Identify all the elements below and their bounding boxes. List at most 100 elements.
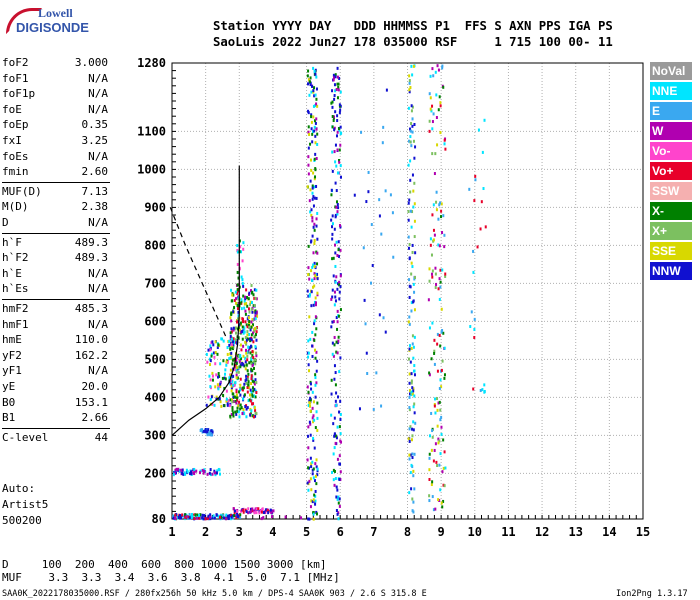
echo-dot xyxy=(180,516,183,520)
echo-dot xyxy=(336,320,339,324)
y-tick-label: 1100 xyxy=(137,124,166,138)
echo-dot xyxy=(315,327,318,331)
echo-dot xyxy=(255,391,258,395)
echo-dot xyxy=(312,438,315,442)
echo-dot xyxy=(309,188,312,192)
profile-curves xyxy=(169,165,240,436)
echo-dot xyxy=(439,452,442,456)
echo-dot xyxy=(244,309,247,313)
echo-dot xyxy=(228,343,231,347)
echo-dot xyxy=(410,346,413,350)
param-separator xyxy=(2,232,110,234)
echo-dot xyxy=(220,515,223,519)
echo-dot xyxy=(435,115,438,119)
echo-dot xyxy=(236,307,239,311)
echo-dot xyxy=(444,272,447,276)
echo-dot xyxy=(411,452,414,456)
echo-dot xyxy=(272,509,275,513)
echo-dot xyxy=(229,316,232,320)
echo-dot xyxy=(410,225,413,229)
y-tick-label: 400 xyxy=(144,390,166,404)
echo-dot xyxy=(339,470,342,474)
echo-dot xyxy=(249,328,252,332)
echo-dot xyxy=(314,462,317,466)
echo-dot xyxy=(238,360,241,364)
echo-dot xyxy=(409,140,412,144)
echo-dot xyxy=(314,426,317,430)
echo-dot xyxy=(247,322,250,326)
echo-dot xyxy=(300,516,303,520)
echo-dot xyxy=(312,263,315,267)
echo-dot xyxy=(212,351,215,355)
echo-dot xyxy=(254,345,257,349)
echo-dot xyxy=(412,387,415,391)
echo-dot xyxy=(340,440,343,444)
echo-dot xyxy=(443,376,446,380)
echo-dot xyxy=(217,397,220,401)
param-value: 2.66 xyxy=(81,411,109,425)
echo-dot xyxy=(333,97,336,101)
echo-dot xyxy=(254,334,257,338)
echo-dot xyxy=(232,293,235,297)
echo-dot xyxy=(430,357,433,361)
param-row-clevel: C-level 44 xyxy=(2,431,108,446)
echo-dot xyxy=(225,389,228,393)
echo-dot xyxy=(315,512,318,516)
echo-dot xyxy=(481,388,484,392)
echo-dot xyxy=(310,113,313,117)
echo-dot xyxy=(430,483,433,487)
echo-dot xyxy=(235,368,238,372)
echo-dot xyxy=(410,309,413,313)
echo-dot xyxy=(207,348,210,352)
echo-dot xyxy=(192,471,195,475)
param-row-fmin: fmin 2.60 xyxy=(2,165,108,180)
echo-dot xyxy=(254,395,257,399)
echo-dot xyxy=(225,360,228,364)
echo-dot xyxy=(408,198,411,202)
echo-dot xyxy=(252,304,255,308)
echo-dot xyxy=(309,210,312,214)
echo-dot xyxy=(430,272,433,276)
echo-dot xyxy=(209,378,212,382)
x-tick-label: 3 xyxy=(236,525,243,539)
echo-dot xyxy=(430,448,433,452)
echo-dot xyxy=(315,157,318,161)
echo-dot xyxy=(231,293,234,297)
echo-dot xyxy=(410,122,413,126)
echo-dot xyxy=(204,430,207,434)
echo-dot xyxy=(229,398,232,402)
echo-dot xyxy=(331,214,334,218)
echo-dot xyxy=(255,338,258,342)
echo-dot xyxy=(240,357,243,361)
echo-dot xyxy=(407,357,410,361)
echo-dot xyxy=(334,383,337,387)
param-value: 485.3 xyxy=(74,302,108,315)
echo-dot xyxy=(338,111,341,115)
echo-dot xyxy=(202,517,205,521)
echo-dot xyxy=(335,240,338,244)
echo-dot xyxy=(410,301,413,305)
echo-dot xyxy=(411,243,414,247)
echo-dot xyxy=(483,383,486,387)
echo-dot xyxy=(246,385,249,389)
echo-dot xyxy=(243,326,246,330)
echo-dot xyxy=(339,432,342,436)
echo-dot xyxy=(211,516,214,520)
echo-dot xyxy=(308,132,311,136)
echo-dot xyxy=(247,307,250,311)
echo-dot xyxy=(334,251,337,255)
param-name: B1 xyxy=(2,411,16,425)
echo-dot xyxy=(311,197,314,201)
echo-dot xyxy=(222,339,225,343)
echo-dot xyxy=(310,208,313,212)
echo-dot xyxy=(410,379,413,383)
echo-dot xyxy=(437,437,440,441)
echo-dot xyxy=(313,69,316,73)
echo-dot xyxy=(339,175,342,179)
echo-dot xyxy=(410,144,413,148)
echo-dot xyxy=(408,392,411,396)
echo-dot xyxy=(310,462,313,466)
echo-dot xyxy=(470,310,473,314)
echo-dot xyxy=(213,355,216,359)
echo-dot xyxy=(331,105,334,109)
